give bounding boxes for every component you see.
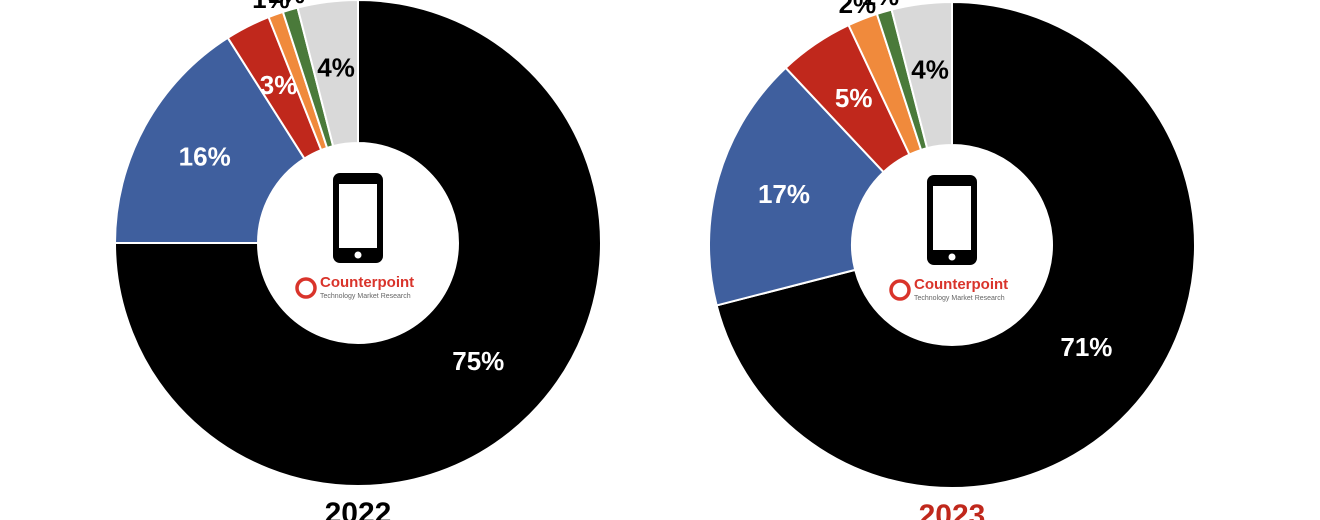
- chart-title: 2023: [919, 499, 986, 520]
- brand-name: Counterpoint: [320, 274, 414, 291]
- phone-screen: [339, 184, 377, 248]
- brand-name: Counterpoint: [914, 276, 1008, 293]
- value-label: 1%: [862, 0, 900, 11]
- value-label: 2%: [839, 0, 877, 19]
- value-label: 75%: [452, 346, 504, 376]
- slice: [715, 0, 1196, 489]
- value-label: 1%: [252, 0, 290, 14]
- value-label: 5%: [835, 83, 873, 113]
- phone-screen: [933, 186, 971, 250]
- value-label: 16%: [179, 142, 231, 172]
- value-label: 4%: [317, 52, 355, 82]
- phone-button: [948, 253, 956, 261]
- logo-icon: [889, 279, 911, 301]
- value-label: 1%: [268, 0, 306, 9]
- phone-button: [354, 251, 362, 259]
- value-label: 71%: [1060, 332, 1112, 362]
- brand-tagline: Technology Market Research: [914, 295, 1005, 302]
- brand-tagline: Technology Market Research: [320, 293, 411, 300]
- value-label: 4%: [911, 54, 949, 84]
- chart-title: 2022: [325, 497, 392, 520]
- value-label: 17%: [758, 179, 810, 209]
- logo-icon: [295, 277, 317, 299]
